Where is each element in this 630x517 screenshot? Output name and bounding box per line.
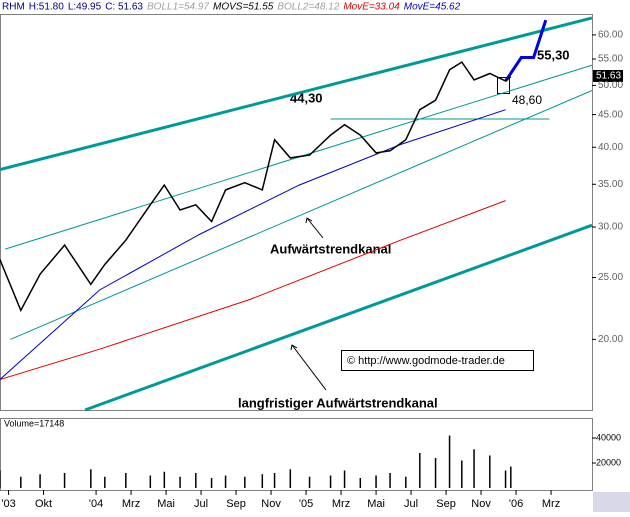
copyright-box [341, 350, 534, 371]
annotation: Aufwärtstrendkanal [270, 241, 391, 256]
y-tick-label: 25.00 [598, 272, 623, 283]
y-tick-label: 45.00 [598, 109, 623, 120]
trend-line [0, 16, 593, 172]
x-tick-label: Sep [436, 498, 456, 510]
copyright: © http://www.godmode-trader.de [347, 355, 505, 367]
header-item: MovE=33.04 [343, 2, 400, 13]
header: RHM H:51.80 L:49.95 C: 51.63 BOLL1=54.97 MOVS… [2, 2, 461, 13]
x-tick-label: Mrz [542, 498, 560, 510]
y2-tick-label: 40000 [596, 432, 621, 442]
header-item: BOLL1=54.97 [147, 2, 209, 13]
x-tick-label: '06 [509, 498, 523, 510]
x-tick-label: Jul [194, 498, 208, 510]
trend-line [504, 19, 548, 82]
y-tick-label: 50.00 [598, 80, 623, 91]
y-tick-label: 55.00 [598, 54, 623, 65]
logo-box [593, 492, 630, 512]
annotation: langfristiger Aufwärtstrendkanal [238, 395, 438, 410]
price-tag-label: 51.63 [596, 71, 621, 82]
header-item: L:49.95 [68, 2, 102, 13]
arrow [291, 344, 327, 391]
x-tick-label: '04 [89, 498, 103, 510]
moving-average [0, 109, 506, 380]
x-tick-label: Mrz [122, 498, 140, 510]
header-item: MOVS=51.55 [213, 2, 274, 13]
x-tick-label: Nov [471, 498, 491, 510]
x-tick-label: Nov [261, 498, 281, 510]
y-tick-label: 35.00 [598, 179, 623, 190]
volume-label: Volume=17148 [4, 418, 64, 428]
y-tick-label: 30.00 [598, 222, 623, 233]
y-tick-label: 20.00 [598, 334, 623, 345]
header-item: RHM [2, 2, 25, 13]
x-tick-label: '03 [1, 498, 15, 510]
consolidation-box [497, 77, 510, 94]
price-panel [0, 14, 593, 411]
arrow [306, 217, 324, 239]
header-item: C: 51.63 [105, 2, 143, 13]
y2-tick-label: 20000 [596, 457, 621, 467]
volume-panel [0, 418, 593, 491]
y-tick-label: 60.00 [598, 30, 623, 41]
x-tick-label: '05 [299, 498, 313, 510]
annotation: 48,60 [512, 93, 542, 107]
arrow-head [290, 344, 298, 351]
price-tag [593, 70, 623, 82]
trend-line [84, 223, 593, 412]
moving-average [0, 200, 506, 381]
x-tick-label: Mai [367, 498, 385, 510]
arrow-head [305, 217, 313, 224]
y-tick-label: 40.00 [598, 142, 623, 153]
header-item: BOLL2=48.12 [277, 2, 339, 13]
x-tick-label: Mai [157, 498, 175, 510]
x-tick-label: Jul [404, 498, 418, 510]
price-line [0, 61, 512, 313]
x-tick-label: Okt [35, 498, 52, 510]
trend-line [10, 90, 593, 340]
header-item: MovE=45.62 [404, 2, 461, 13]
x-tick-label: Mrz [332, 498, 350, 510]
annotation: 55,30 [537, 47, 570, 62]
header-item: H:51.80 [29, 2, 64, 13]
x-tick-label: Sep [226, 498, 246, 510]
